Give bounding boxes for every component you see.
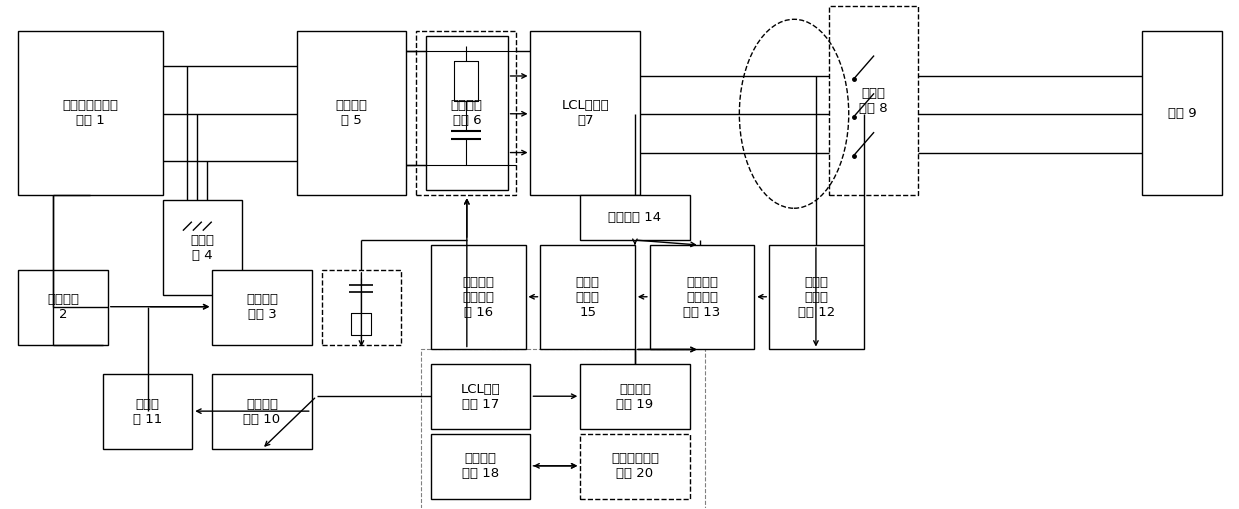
Bar (103, 374, 192, 449)
Text: 虚拟阻抗 14: 虚拟阻抗 14 (608, 211, 662, 224)
Bar (297, 31, 406, 195)
Text: LCL侧锁
相环 17: LCL侧锁 相环 17 (461, 383, 501, 411)
Text: 不控整流
桥 5: 不控整流 桥 5 (336, 99, 368, 127)
Text: LCL滤波电
路7: LCL滤波电 路7 (561, 99, 610, 127)
Bar (19, 31, 162, 195)
Text: 驱动电
路 11: 驱动电 路 11 (133, 398, 162, 426)
Text: 滤波电感
2: 滤波电感 2 (47, 293, 79, 321)
Text: 预同步控
制器 19: 预同步控 制器 19 (616, 383, 653, 411)
Bar (416, 31, 515, 195)
Bar (580, 195, 690, 240)
Bar (212, 270, 312, 345)
Text: 电网侧锁
相环 18: 电网侧锁 相环 18 (462, 453, 499, 480)
Text: 控制侧逆
变器 3: 控制侧逆 变器 3 (247, 293, 278, 321)
Bar (421, 350, 705, 508)
Bar (580, 434, 690, 499)
Bar (431, 434, 530, 499)
Bar (649, 245, 755, 350)
Text: 电网 9: 电网 9 (1167, 107, 1196, 120)
Bar (580, 364, 690, 429)
Bar (162, 201, 242, 295)
Text: 准同期并列控
制器 20: 准同期并列控 制器 20 (611, 453, 659, 480)
Bar (431, 364, 530, 429)
Bar (530, 31, 639, 195)
Text: 瞬时功
率计算
模块 12: 瞬时功 率计算 模块 12 (798, 276, 835, 319)
Bar (322, 270, 401, 345)
Text: 准比例
谐振器
15: 准比例 谐振器 15 (576, 276, 600, 319)
Text: 电网侧逆
变器 6: 电网侧逆 变器 6 (451, 99, 483, 127)
Text: 电机侧控
制器 10: 电机侧控 制器 10 (243, 398, 280, 426)
Text: 空间电压
矢量调制
器 16: 空间电压 矢量调制 器 16 (462, 276, 494, 319)
Text: 励磁电
容 4: 励磁电 容 4 (191, 234, 214, 262)
Bar (829, 6, 918, 195)
Text: 虚拟同步
发电机控
制器 13: 虚拟同步 发电机控 制器 13 (684, 276, 721, 319)
Bar (19, 270, 108, 345)
Bar (769, 245, 864, 350)
Bar (431, 245, 525, 350)
Bar (212, 374, 312, 449)
Text: 定子双绕组感应
电机 1: 定子双绕组感应 电机 1 (62, 99, 119, 127)
Bar (1142, 31, 1222, 195)
Text: 三相断
路器 8: 三相断 路器 8 (860, 87, 888, 115)
Bar (426, 36, 508, 190)
Bar (540, 245, 634, 350)
